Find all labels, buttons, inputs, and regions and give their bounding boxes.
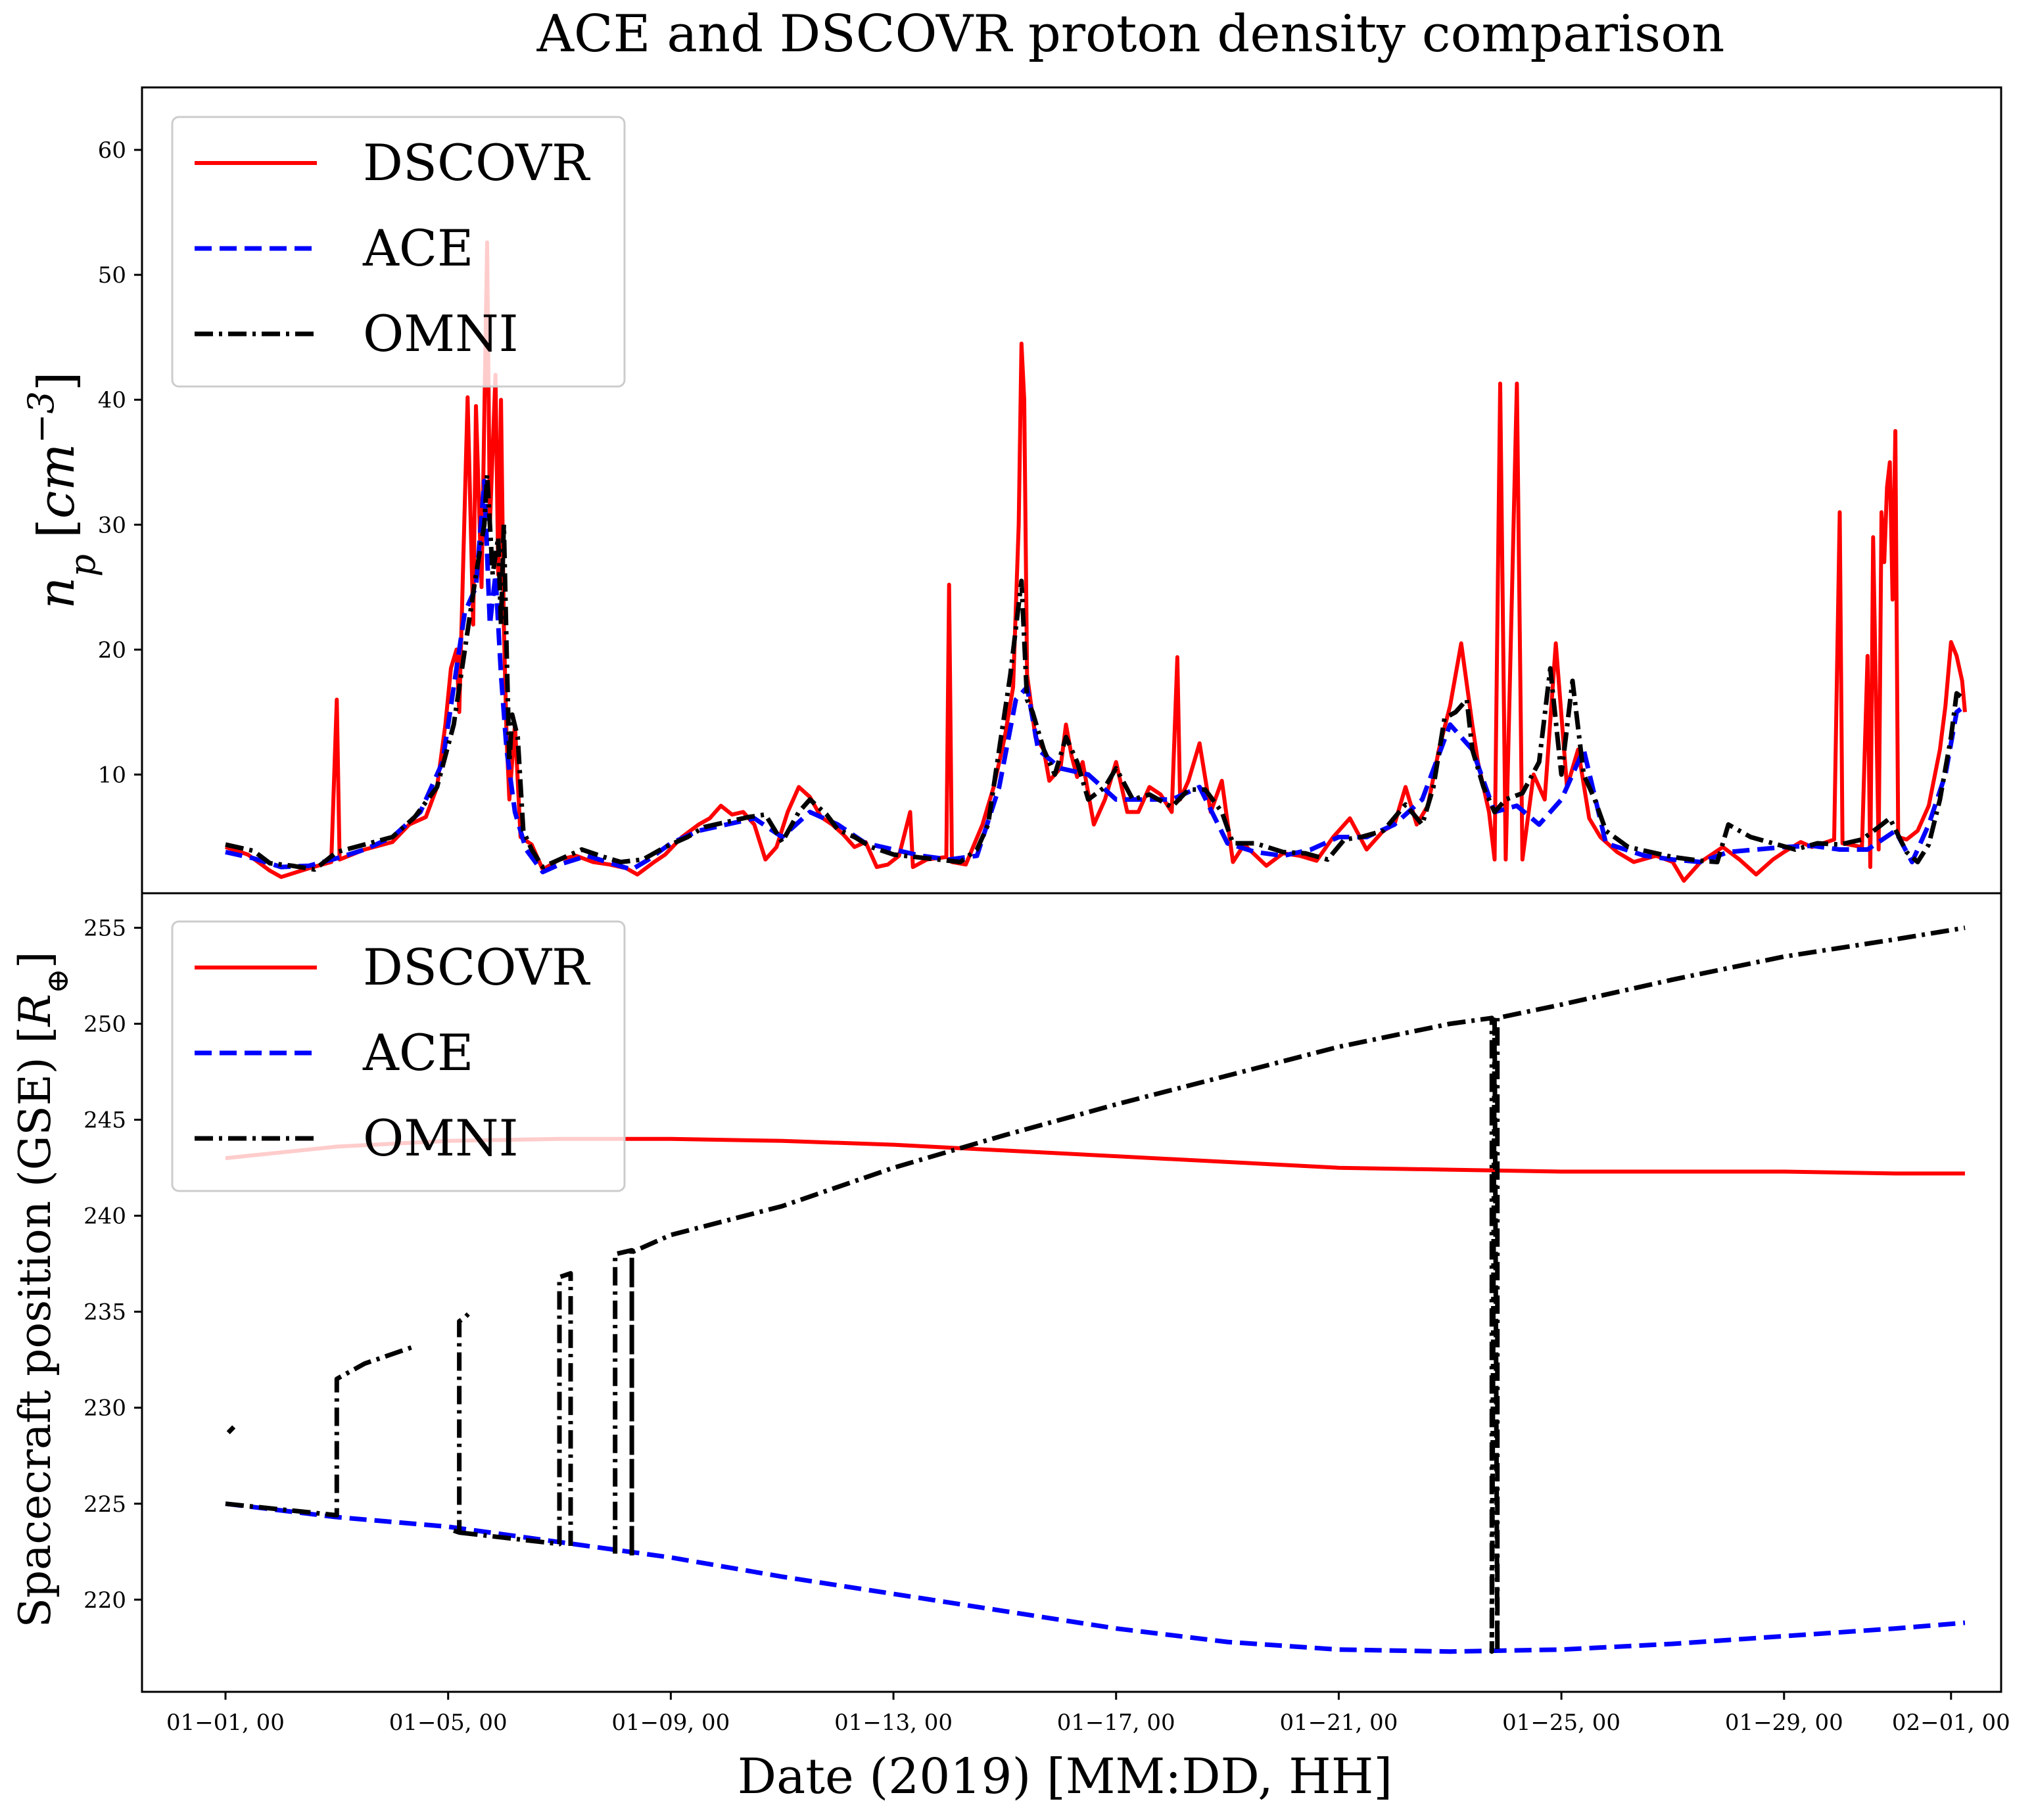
x-tick-label: 01−13, 00 [834, 1710, 953, 1736]
top-series-group [225, 240, 1967, 883]
bottom-legend-label-ace: ACE [362, 1023, 474, 1082]
top-y-axis-label: np [cm−3] [20, 371, 103, 609]
chart-title: ACE and DSCOVR proton density comparison [536, 5, 1725, 64]
x-axis-label: Date (2019) [MM:DD, HH] [738, 1748, 1392, 1805]
bottom-y-tick-label: 240 [83, 1203, 126, 1230]
top-y-tick-label: 50 [98, 262, 126, 289]
x-tick-label: 01−01, 00 [166, 1710, 285, 1736]
bottom-legend-label-dscovr: DSCOVR [363, 938, 591, 996]
top-series-omni [225, 472, 1967, 872]
top-legend-label-omni: OMNI [363, 304, 519, 363]
bottom-y-ticks: 220 225 230 235 240 245 250 255 [83, 916, 142, 1614]
top-y-ticks: 10 20 30 40 50 60 [98, 137, 142, 788]
bottom-series-omni [225, 925, 1966, 1654]
x-ticks: 01−01, 00 01−05, 00 01−09, 00 01−13, 00 01−1… [166, 1692, 2010, 1736]
bottom-legend-box [171, 920, 626, 1192]
top-y-tick-label: 40 [98, 387, 126, 413]
bottom-series-ace [225, 1501, 1966, 1654]
top-legend-box [171, 116, 626, 388]
bottom-y-axis-label: Spacecraft position (GSE) [R⊕] [10, 952, 75, 1628]
x-tick-label: 01−05, 00 [389, 1710, 508, 1736]
bottom-legend-label-omni: OMNI [363, 1109, 519, 1167]
bottom-y-tick-label: 220 [83, 1587, 126, 1614]
top-axes: 10 20 30 40 50 60 np [cm−3] DSCOVR ACE OMNI [20, 86, 2002, 895]
x-tick-label: 02−01, 00 [1892, 1710, 2010, 1736]
x-tick-label: 01−21, 00 [1279, 1710, 1398, 1736]
bottom-axes: 220 225 230 235 240 245 250 255 01−01, 00 01−05,… [10, 892, 2010, 1805]
top-y-tick-label: 10 [98, 762, 126, 788]
bottom-y-tick-label: 230 [83, 1395, 126, 1422]
bottom-y-tick-label: 225 [83, 1491, 126, 1518]
bottom-y-tick-label: 255 [83, 916, 126, 942]
bottom-legend: DSCOVR ACE OMNI [171, 920, 626, 1192]
top-y-tick-label: 30 [98, 512, 126, 538]
top-y-tick-label: 20 [98, 637, 126, 663]
top-legend: DSCOVR ACE OMNI [171, 116, 626, 388]
top-y-tick-label: 60 [98, 137, 126, 164]
x-tick-label: 01−29, 00 [1725, 1710, 1843, 1736]
bottom-y-tick-label: 245 [83, 1108, 126, 1134]
x-tick-label: 01−25, 00 [1502, 1710, 1620, 1736]
bottom-y-tick-label: 235 [83, 1299, 126, 1326]
x-tick-label: 01−09, 00 [611, 1710, 730, 1736]
top-legend-label-dscovr: DSCOVR [363, 133, 591, 192]
x-tick-label: 01−17, 00 [1057, 1710, 1175, 1736]
bottom-y-tick-label: 250 [83, 1012, 126, 1038]
bottom-axes-frame [141, 892, 2002, 1693]
top-legend-label-ace: ACE [362, 219, 474, 277]
